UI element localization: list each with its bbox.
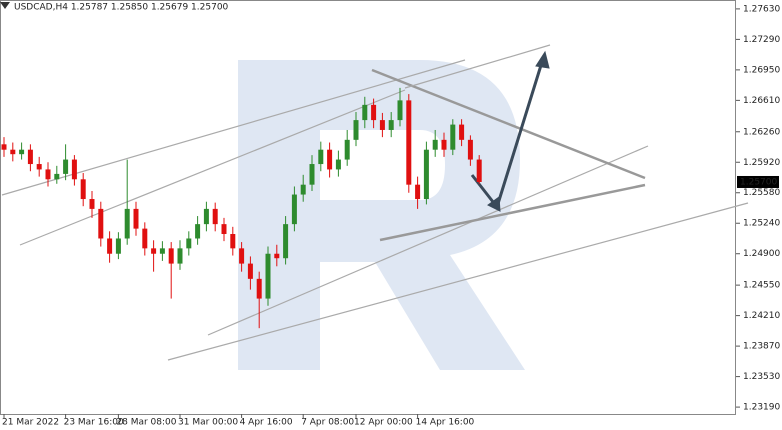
candle-body <box>19 149 25 155</box>
candle-body <box>300 184 306 195</box>
y-tick-label: 1.24550 <box>743 281 780 291</box>
candle-body <box>362 104 368 121</box>
candle-body <box>151 248 157 254</box>
candle-body <box>142 228 148 249</box>
y-tick-label: 1.23530 <box>743 372 780 382</box>
y-tick-label: 1.26610 <box>743 96 780 106</box>
x-tick-label: 28 Mar 08:00 <box>116 418 176 428</box>
candle-body <box>212 208 218 225</box>
y-tick-label: 1.25920 <box>743 158 780 168</box>
candle-body <box>239 248 245 264</box>
candle-body <box>265 253 271 299</box>
candle-body <box>63 159 69 174</box>
last-price-label: 1.25700 <box>740 177 777 187</box>
candle-body <box>168 248 174 264</box>
y-tick-label: 1.24210 <box>743 311 780 321</box>
candle-body <box>291 194 297 225</box>
forecast-arrows <box>470 50 550 212</box>
candle-body <box>124 208 130 239</box>
candle-body <box>80 179 86 200</box>
y-tick-label: 1.27290 <box>743 35 780 45</box>
x-tick-label: 12 Apr 00:00 <box>354 418 413 428</box>
candle-body <box>353 120 359 140</box>
candle-body <box>256 278 262 299</box>
y-tick-label: 1.26260 <box>743 127 780 137</box>
candle-body <box>318 149 324 165</box>
candle-body <box>423 149 429 200</box>
y-tick-label: 1.26950 <box>743 65 780 75</box>
candle-body <box>247 263 253 279</box>
x-tick-label: 4 Apr 16:00 <box>240 418 293 428</box>
candle-body <box>27 149 33 165</box>
y-tick-label: 1.25580 <box>743 188 780 198</box>
candle-body <box>10 149 16 155</box>
candle-body <box>309 164 315 185</box>
candle-body <box>441 139 447 150</box>
candle-body <box>71 159 77 180</box>
candle-body <box>133 208 139 229</box>
x-tick-label: 21 Mar 2022 <box>2 418 59 428</box>
candle-body <box>274 253 280 259</box>
candle-body <box>397 100 403 121</box>
candle-body <box>459 124 465 140</box>
candle-body <box>54 173 60 180</box>
y-tick-label: 1.23190 <box>743 403 780 413</box>
candle-body <box>327 149 333 170</box>
candle-body <box>89 199 95 209</box>
y-tick-label: 1.24900 <box>743 249 780 259</box>
candle-body <box>177 248 183 264</box>
candle-body <box>388 120 394 130</box>
x-tick-label: 31 Mar 00:00 <box>178 418 238 428</box>
candle-body <box>98 208 104 239</box>
x-tick-label: 23 Mar 16:00 <box>64 418 124 428</box>
candle-body <box>45 169 51 180</box>
y-tick-label: 1.25240 <box>743 219 780 229</box>
y-tick-label: 1.27630 <box>743 4 780 14</box>
candle-body <box>159 248 165 254</box>
candle-body <box>186 238 192 249</box>
candle-body <box>371 104 377 121</box>
candle-body <box>379 120 385 130</box>
y-tick-label: 1.23870 <box>743 342 780 352</box>
candle-body <box>467 139 473 160</box>
candle-body <box>1 144 7 150</box>
candle-body <box>335 159 341 170</box>
candle-body <box>432 139 438 150</box>
candle-body <box>230 234 236 249</box>
candle-body <box>476 159 482 182</box>
menu-icon[interactable] <box>0 2 10 9</box>
candle-body <box>221 224 227 235</box>
x-tick-label: 14 Apr 16:00 <box>416 418 475 428</box>
last-price-box <box>737 175 779 188</box>
chart-title: USDCAD,H4 1.25787 1.25850 1.25679 1.2570… <box>14 3 229 13</box>
candle-body <box>406 100 412 185</box>
candle-body <box>344 139 350 160</box>
trend-lines <box>1 44 749 361</box>
candle-body <box>115 238 121 254</box>
candle-body <box>195 224 201 239</box>
candle-body <box>450 124 456 150</box>
candle-body <box>107 238 113 254</box>
x-tick-label: 7 Apr 08:00 <box>301 418 354 428</box>
candle-body <box>283 224 289 259</box>
candle-body <box>36 164 42 170</box>
candle-body <box>203 208 209 225</box>
candle-body <box>415 184 421 200</box>
